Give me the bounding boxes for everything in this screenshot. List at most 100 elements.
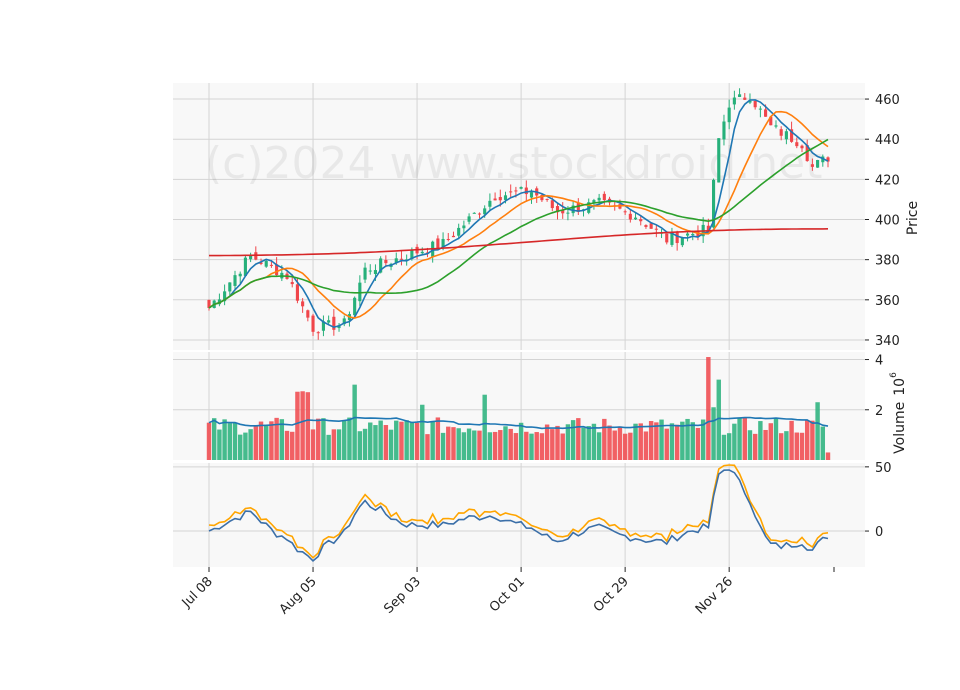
volume-bar bbox=[591, 423, 597, 460]
volume-bar bbox=[633, 423, 638, 460]
candle-body bbox=[311, 315, 315, 332]
volume-bar bbox=[622, 433, 628, 460]
price-tick-label: 400 bbox=[875, 214, 900, 229]
candle-body bbox=[597, 197, 601, 201]
volume-bar bbox=[654, 422, 659, 460]
volume-bar bbox=[596, 432, 602, 460]
volume-bar bbox=[550, 429, 555, 460]
volume-bar bbox=[295, 391, 300, 460]
candle-body bbox=[774, 125, 778, 127]
candle-body bbox=[405, 259, 409, 261]
volume-bar bbox=[258, 421, 264, 460]
x-tick-label: Sep 03 bbox=[381, 574, 424, 617]
candle-body bbox=[436, 238, 440, 249]
volume-bar bbox=[336, 429, 342, 460]
volume-bar bbox=[321, 418, 326, 460]
volume-bar bbox=[513, 433, 519, 460]
candle-body bbox=[545, 198, 549, 200]
candle-body bbox=[706, 225, 710, 231]
candle-body bbox=[654, 228, 658, 230]
candle-body bbox=[639, 219, 643, 222]
volume-bar bbox=[217, 429, 222, 460]
candle-body bbox=[321, 321, 325, 331]
candle-body bbox=[732, 97, 736, 105]
volume-bar bbox=[498, 430, 503, 460]
x-tick-label: Jul 08 bbox=[179, 574, 216, 611]
candle-body bbox=[498, 197, 502, 201]
candle-body bbox=[306, 310, 310, 318]
candle-body bbox=[519, 187, 523, 189]
candle-body bbox=[223, 291, 227, 302]
x-tick-label: Oct 01 bbox=[487, 574, 528, 615]
volume-bar bbox=[456, 428, 461, 460]
volume-bar bbox=[211, 418, 217, 460]
x-tick-label: Aug 05 bbox=[277, 574, 320, 617]
volume-bars bbox=[206, 357, 831, 460]
volume-bar bbox=[721, 434, 727, 460]
volume-bar bbox=[700, 419, 706, 460]
volume-bar bbox=[825, 452, 831, 460]
volume-tick-label: 4 bbox=[875, 354, 883, 369]
volume-bar bbox=[680, 421, 685, 460]
volume-bar bbox=[690, 422, 695, 460]
volume-bar bbox=[420, 404, 425, 460]
candle-body bbox=[233, 275, 237, 286]
candle-body bbox=[269, 264, 273, 266]
svg-text:Volume106: Volume 106 bbox=[889, 372, 908, 454]
volume-bar bbox=[732, 423, 737, 460]
volume-bar bbox=[388, 429, 394, 460]
volume-exponent: 6 bbox=[889, 372, 899, 378]
candle-body bbox=[259, 262, 263, 264]
candle-body bbox=[207, 299, 211, 308]
volume-ma-line bbox=[208, 416, 829, 430]
volume-bar bbox=[612, 430, 617, 460]
candle-body bbox=[228, 282, 232, 292]
candle-body bbox=[524, 187, 528, 195]
volume-bar bbox=[461, 432, 467, 460]
candle-body bbox=[488, 200, 492, 207]
volume-bar bbox=[399, 421, 404, 460]
volume-bar bbox=[820, 426, 826, 460]
candle-body bbox=[301, 301, 305, 307]
candle-body bbox=[275, 264, 279, 276]
candle-body bbox=[555, 206, 560, 213]
candle-body bbox=[477, 213, 482, 215]
volume-bar bbox=[248, 429, 253, 460]
volume-bar bbox=[607, 425, 612, 460]
volume-bar bbox=[430, 421, 435, 460]
gridlines bbox=[173, 83, 865, 567]
candle-body bbox=[571, 205, 575, 214]
volume-bar bbox=[669, 423, 675, 460]
volume-bar bbox=[368, 422, 373, 460]
candle-body bbox=[467, 216, 471, 222]
candle-body bbox=[363, 267, 367, 280]
osc-tick-label: 0 bbox=[875, 525, 883, 540]
candle-body bbox=[566, 212, 570, 214]
candle-body bbox=[743, 97, 747, 100]
candle-body bbox=[290, 282, 294, 285]
candle-body bbox=[451, 235, 456, 238]
candle-body bbox=[503, 195, 508, 200]
volume-bar bbox=[534, 432, 539, 460]
candle-body bbox=[462, 225, 466, 229]
candle-body bbox=[769, 116, 773, 126]
candle-body bbox=[649, 223, 653, 229]
volume-bar bbox=[560, 433, 565, 460]
volume-bar bbox=[664, 428, 669, 460]
volume-bar bbox=[518, 422, 524, 460]
candle-body bbox=[685, 233, 690, 236]
volume-bar bbox=[586, 426, 591, 460]
volume-bar bbox=[726, 433, 732, 460]
price-tick-label: 380 bbox=[875, 254, 900, 269]
candle-body bbox=[264, 260, 268, 267]
volume-bar bbox=[648, 421, 654, 460]
volume-bar bbox=[425, 434, 430, 460]
candle-body bbox=[238, 273, 242, 277]
candle-body bbox=[249, 254, 253, 260]
volume-bar bbox=[643, 431, 649, 460]
volume-bar bbox=[638, 423, 643, 460]
volume-bar bbox=[316, 418, 321, 460]
volume-bar bbox=[711, 407, 716, 460]
candle-body bbox=[332, 316, 336, 330]
volume-bar bbox=[227, 423, 233, 460]
